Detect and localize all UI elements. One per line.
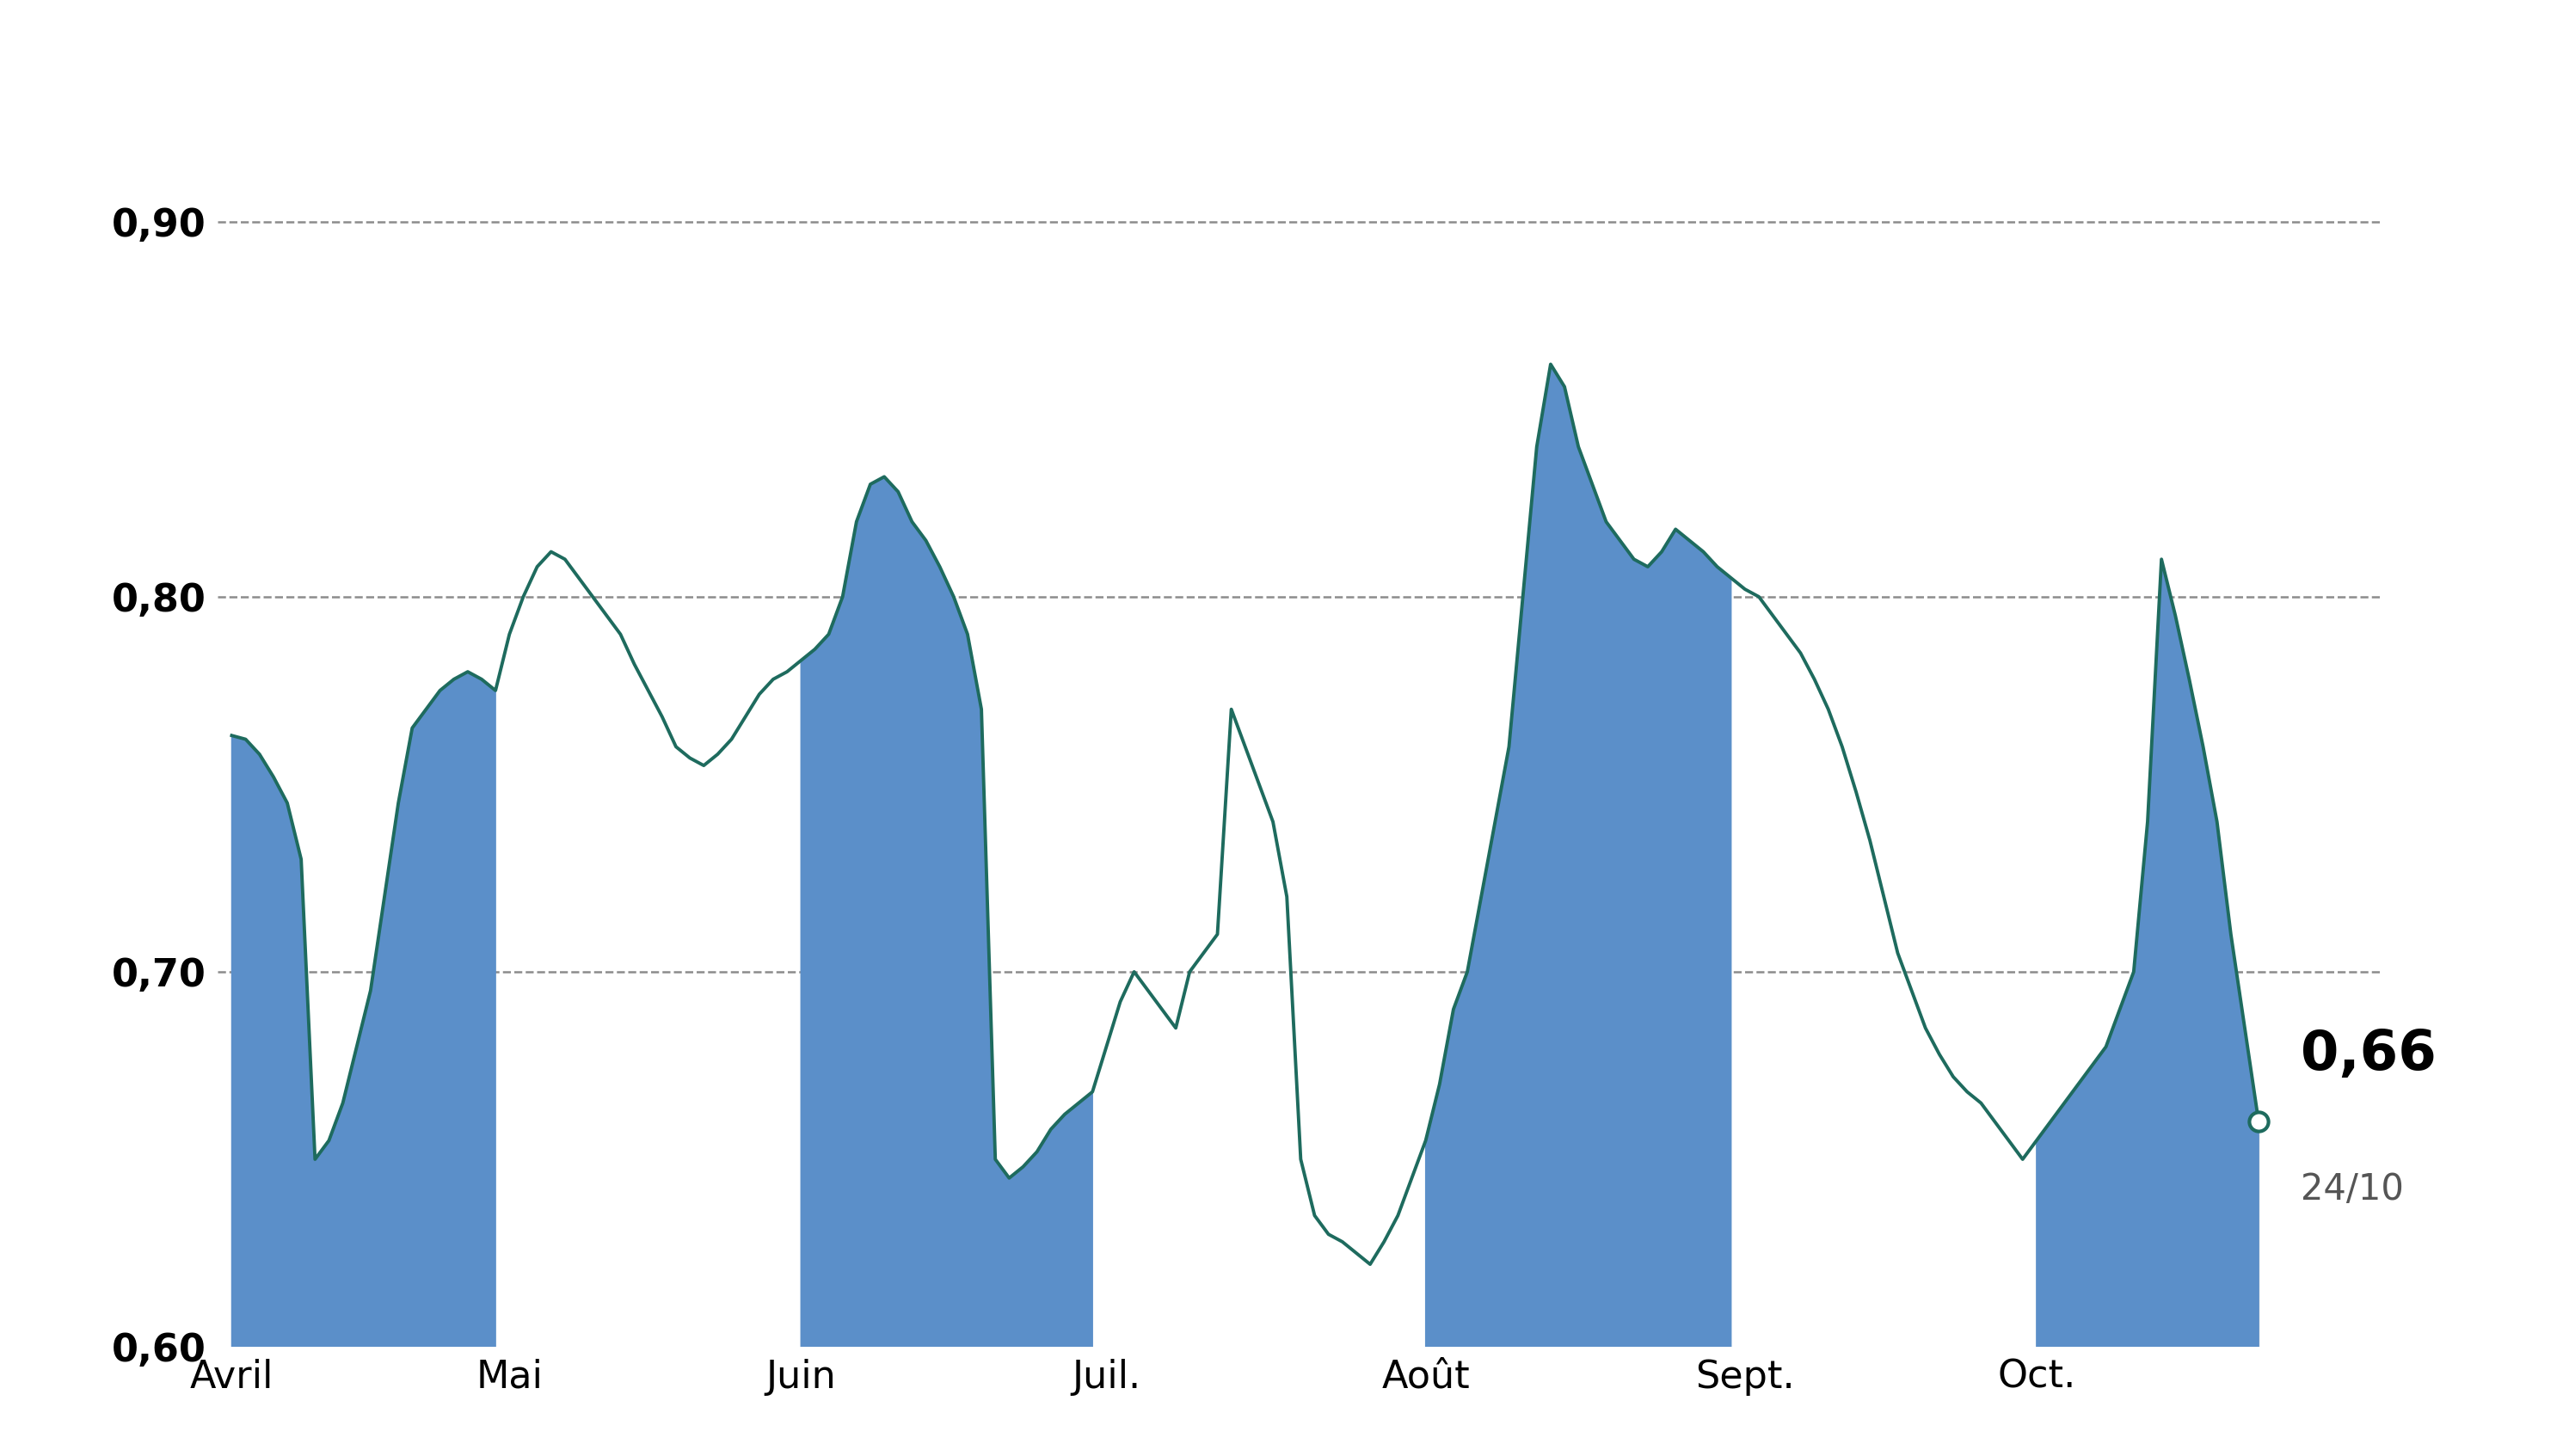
Polygon shape (800, 476, 1092, 1347)
Text: 24/10: 24/10 (2299, 1171, 2404, 1207)
Polygon shape (2038, 559, 2258, 1347)
Polygon shape (1425, 364, 1730, 1347)
Text: 0,66: 0,66 (2299, 1028, 2435, 1080)
Polygon shape (231, 671, 495, 1347)
Text: TERACT: TERACT (1105, 15, 1458, 95)
